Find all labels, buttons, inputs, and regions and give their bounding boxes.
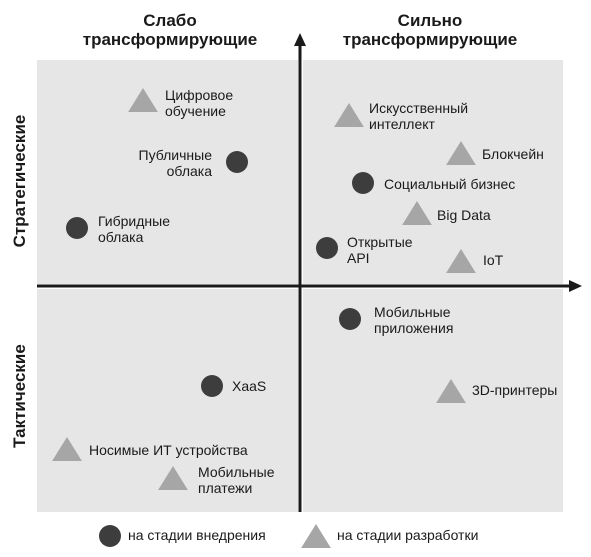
3d-printers-label-line: 3D-принтеры — [472, 382, 558, 398]
mobile-apps-label-line: приложения — [374, 320, 454, 336]
hybrid-clouds-circle-icon — [66, 217, 88, 239]
mobile-apps-label-line: Мобильные — [374, 304, 451, 320]
blockchain-label: Блокчейн — [482, 146, 544, 162]
iot-label: IoT — [483, 252, 503, 268]
mobile-payments-label-line: платежи — [198, 480, 253, 496]
open-api-label-line: API — [347, 250, 370, 266]
mobile-apps-label: Мобильные приложения — [374, 304, 453, 336]
public-clouds-label-line: облака — [166, 163, 212, 179]
xaas-label: XaaS — [232, 378, 266, 394]
ai-triangle-icon — [334, 103, 364, 127]
xaas-circle-icon — [201, 375, 223, 397]
social-business-label: Социальный бизнес — [384, 176, 515, 192]
vertical-axis-arrow-icon — [294, 33, 306, 46]
mobile-apps-circle-icon — [339, 308, 361, 330]
hybrid-clouds-label-line: Гибридные — [98, 213, 170, 229]
iot-label-line: IoT — [483, 252, 504, 268]
mobile-payments-label-line: Мобильные — [198, 464, 275, 480]
ai-label: Искусственный интеллект — [369, 100, 468, 132]
blockchain-triangle-icon — [446, 141, 476, 165]
public-clouds-label: Публичные облака — [80, 147, 212, 179]
header-strong-line-1: Сильно — [397, 11, 463, 30]
hybrid-clouds-label: Гибридные облака — [98, 213, 170, 245]
public-clouds-circle-icon — [226, 151, 248, 173]
header-weak: Слабо трансформирующие — [60, 11, 280, 49]
3d-printers-label: 3D-принтеры — [472, 382, 557, 398]
header-weak-line-1: Слабо — [143, 11, 197, 30]
legend-triangle-label: на стадии разработки — [337, 527, 479, 543]
open-api-circle-icon — [316, 237, 338, 259]
hybrid-clouds-label-line: облака — [98, 229, 144, 245]
xaas-label-line: XaaS — [232, 378, 267, 394]
mobile-payments-label: Мобильные платежи — [198, 464, 275, 496]
row-header-strategic: Стратегические — [10, 114, 29, 248]
big-data-label-line: Big Data — [437, 207, 491, 223]
header-strong-line-2: трансформирующие — [342, 30, 518, 49]
header-weak-line-2: трансформирующие — [82, 30, 258, 49]
quadrant-top-left — [37, 60, 298, 284]
digital-learning-triangle-icon — [128, 88, 158, 112]
ai-label-line: Искусственный — [369, 100, 469, 116]
mobile-payments-triangle-icon — [158, 466, 188, 490]
open-api-label-line: Открытые — [347, 234, 413, 250]
quadrant-top-right — [303, 60, 563, 284]
legend-circle-icon — [99, 525, 121, 547]
digital-learning-label-line: обучение — [165, 103, 226, 119]
wearables-label: Носимые ИТ устройства — [89, 442, 248, 458]
big-data-triangle-icon — [402, 201, 432, 225]
legend-circle-label: на стадии внедрения — [128, 527, 266, 543]
row-header-tactical: Тактические — [10, 344, 29, 448]
legend-triangle-icon — [301, 524, 331, 548]
wearables-triangle-icon — [52, 437, 82, 461]
social-business-label-line: Социальный бизнес — [384, 176, 516, 192]
3d-printers-triangle-icon — [436, 379, 466, 403]
horizontal-axis-arrow-icon — [569, 280, 582, 292]
social-business-circle-icon — [352, 172, 374, 194]
public-clouds-label-line: Публичные — [138, 147, 212, 163]
quadrant-bottom-left — [37, 289, 298, 512]
digital-learning-label: Цифровое обучение — [165, 87, 233, 119]
open-api-label: Открытые API — [347, 234, 413, 266]
iot-triangle-icon — [446, 249, 476, 273]
wearables-label-line: Носимые ИТ устройства — [89, 442, 248, 458]
digital-learning-label-line: Цифровое — [165, 87, 234, 103]
ai-label-line: интеллект — [369, 116, 435, 132]
header-strong: Сильно трансформирующие — [320, 11, 540, 49]
blockchain-label-line: Блокчейн — [482, 146, 544, 162]
big-data-label: Big Data — [437, 207, 491, 223]
